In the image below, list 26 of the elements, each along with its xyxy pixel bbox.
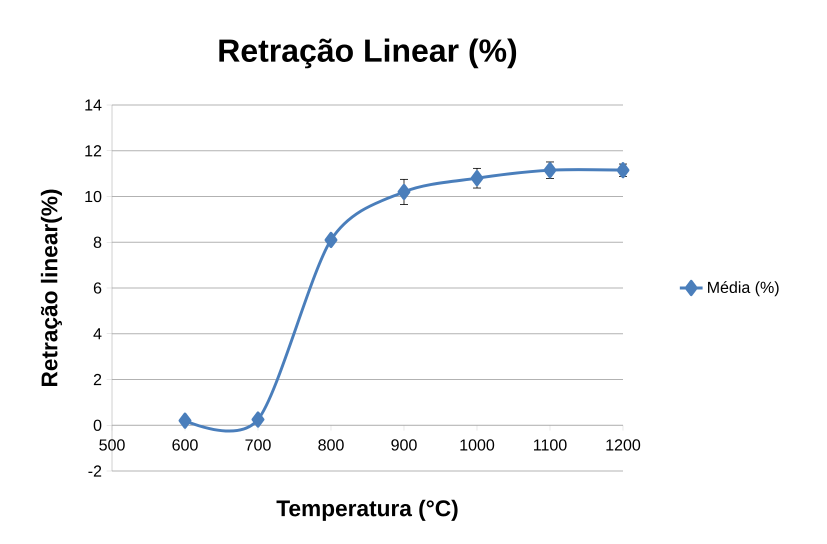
- y-tick-label: 8: [94, 236, 102, 248]
- point: [252, 411, 264, 428]
- y-tick-label: -2: [88, 465, 102, 477]
- y-tick-label: 12: [85, 145, 102, 156]
- legend-label: Média (%): [708, 281, 779, 296]
- point: [324, 232, 338, 248]
- x-tick-label: 1000: [460, 439, 494, 451]
- x-tick-label: 1100: [534, 439, 567, 451]
- x-tick-label: 700: [245, 439, 271, 451]
- x-tick-label: 900: [391, 439, 417, 451]
- chart-title: Retração Linear (%): [219, 38, 516, 68]
- y-tick-label: 14: [85, 100, 102, 111]
- y-tick-label: 0: [94, 420, 102, 431]
- point: [470, 170, 484, 186]
- x-tick-label: 1200: [606, 439, 640, 451]
- y-tick-label: 6: [94, 282, 102, 294]
- x-axis-title: Temperatura (°C): [276, 500, 458, 521]
- x-tick-label: 800: [318, 439, 344, 451]
- y-tick-label: 10: [85, 190, 102, 202]
- y-tick-label: 4: [93, 328, 102, 340]
- x-tick-label: 600: [172, 439, 198, 451]
- x-tick-label: 500: [99, 439, 125, 451]
- point: [178, 412, 192, 429]
- y-axis-title: Retração linear(%): [40, 190, 62, 386]
- y-tick-label: 2: [94, 374, 102, 386]
- point: [398, 184, 410, 200]
